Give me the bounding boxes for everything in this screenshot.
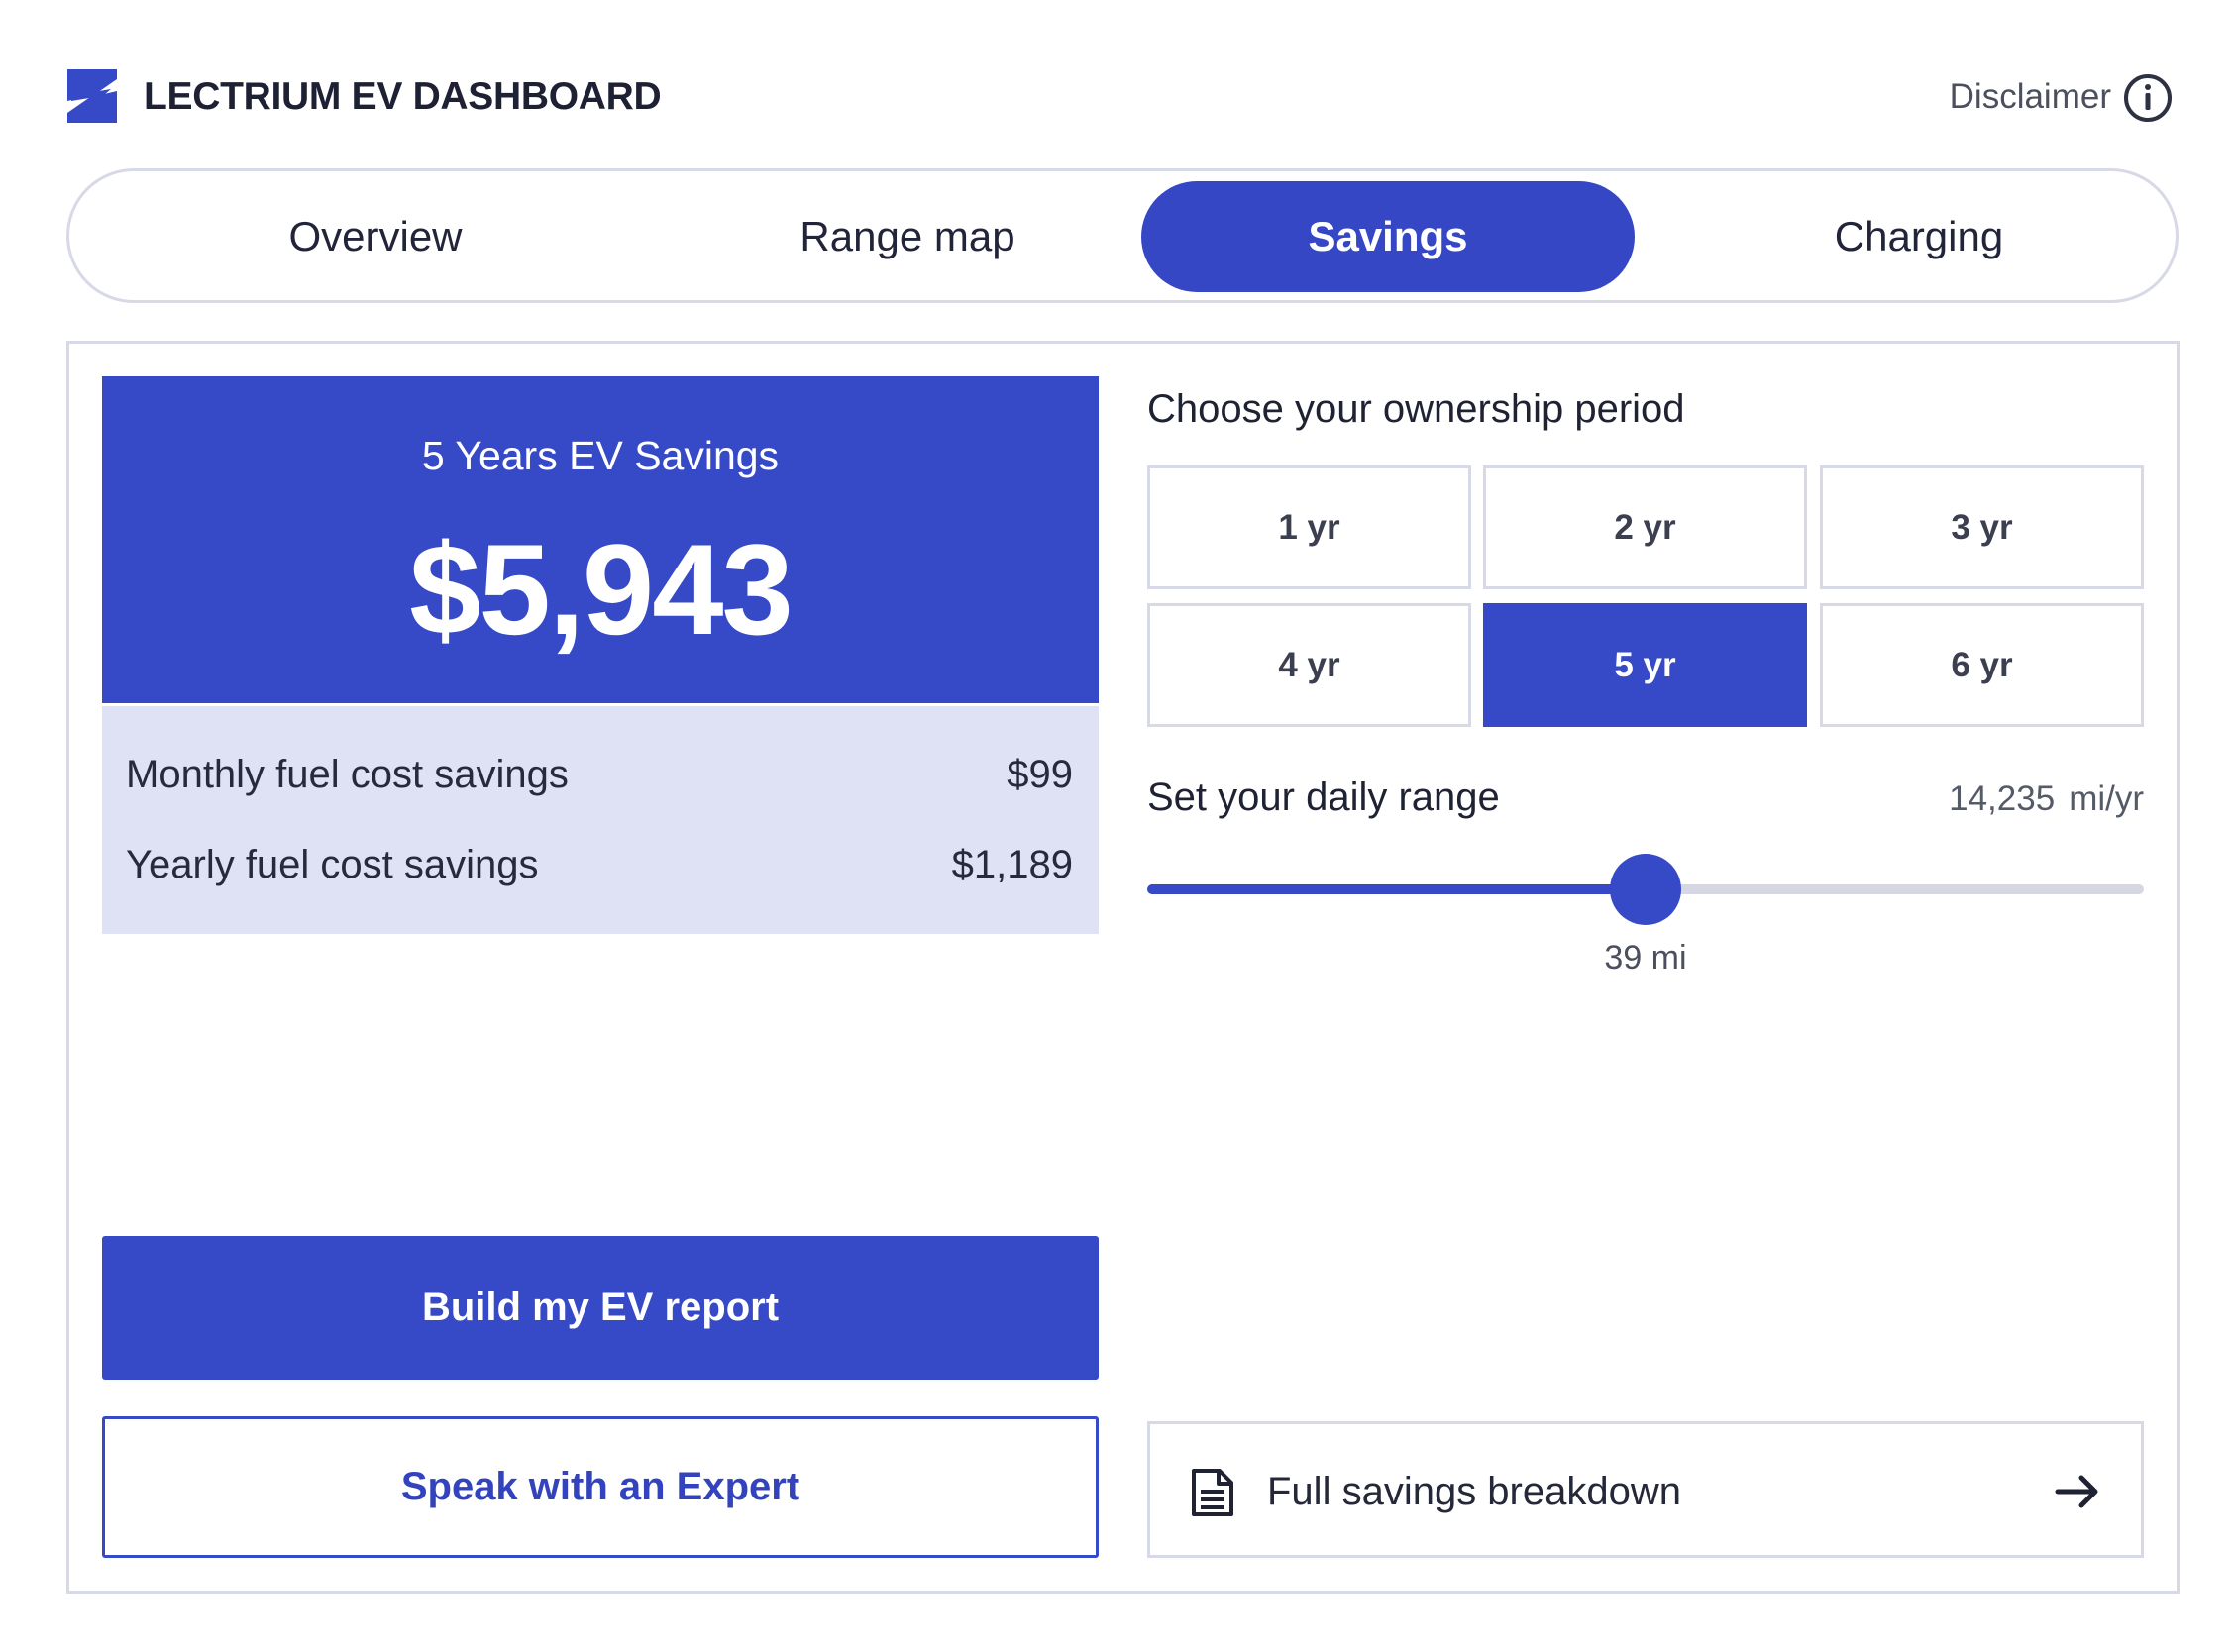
speak-with-expert-button[interactable]: Speak with an Expert: [102, 1416, 1099, 1558]
period-option-3yr[interactable]: 3 yr: [1820, 465, 2144, 589]
slider-fill: [1147, 884, 1646, 894]
tab-savings[interactable]: Savings: [1141, 181, 1635, 292]
ownership-period-options: 1 yr 2 yr 3 yr 4 yr 5 yr 6 yr: [1147, 465, 2144, 728]
yearly-savings-value: $1,189: [951, 842, 1073, 886]
ownership-period-title: Choose your ownership period: [1147, 387, 1685, 431]
savings-title: 5 Years EV Savings: [421, 433, 780, 478]
app-title: LECTRIUM EV DASHBOARD: [144, 75, 662, 118]
annual-mileage-unit: mi/yr: [2069, 779, 2144, 818]
monthly-savings-label: Monthly fuel cost savings: [126, 752, 569, 796]
monthly-savings-row: Monthly fuel cost savings $99: [126, 750, 1073, 799]
tab-charging[interactable]: Charging: [1834, 213, 2004, 259]
yearly-savings-label: Yearly fuel cost savings: [126, 842, 539, 886]
document-icon: [1192, 1469, 1233, 1516]
full-savings-breakdown-label: Full savings breakdown: [1267, 1470, 1681, 1513]
slider-thumb[interactable]: [1610, 854, 1681, 925]
period-option-2yr[interactable]: 2 yr: [1483, 465, 1807, 589]
period-option-6yr[interactable]: 6 yr: [1820, 603, 2144, 727]
savings-total-value: $5,943: [409, 517, 794, 662]
tab-range-map[interactable]: Range map: [799, 213, 1015, 259]
full-savings-breakdown-link[interactable]: Full savings breakdown: [1147, 1421, 2144, 1558]
info-circle-icon[interactable]: [2123, 73, 2173, 123]
period-option-1yr[interactable]: 1 yr: [1147, 465, 1471, 589]
annual-mileage-value: 14,235: [1949, 779, 2056, 818]
annual-mileage: 14,235 mi/yr: [1949, 777, 2144, 821]
tab-overview[interactable]: Overview: [288, 213, 463, 259]
build-report-button[interactable]: Build my EV report: [102, 1236, 1099, 1380]
monthly-savings-value: $99: [1007, 752, 1073, 796]
lightning-bolt-icon: [67, 69, 117, 123]
tab-bar: Overview Range map Savings Charging: [66, 168, 2179, 303]
arrow-right-icon: [2055, 1475, 2098, 1508]
disclaimer-link[interactable]: Disclaimer: [1949, 77, 2111, 116]
daily-range-title: Set your daily range: [1147, 775, 1500, 819]
savings-summary-card: 5 Years EV Savings $5,943: [102, 376, 1099, 703]
slider-value-label: 39 mi: [1604, 939, 1687, 977]
period-option-5yr[interactable]: 5 yr: [1483, 603, 1807, 727]
savings-details: Monthly fuel cost savings $99 Yearly fue…: [102, 706, 1099, 934]
period-option-4yr[interactable]: 4 yr: [1147, 603, 1471, 727]
yearly-savings-row: Yearly fuel cost savings $1,189: [126, 840, 1073, 889]
